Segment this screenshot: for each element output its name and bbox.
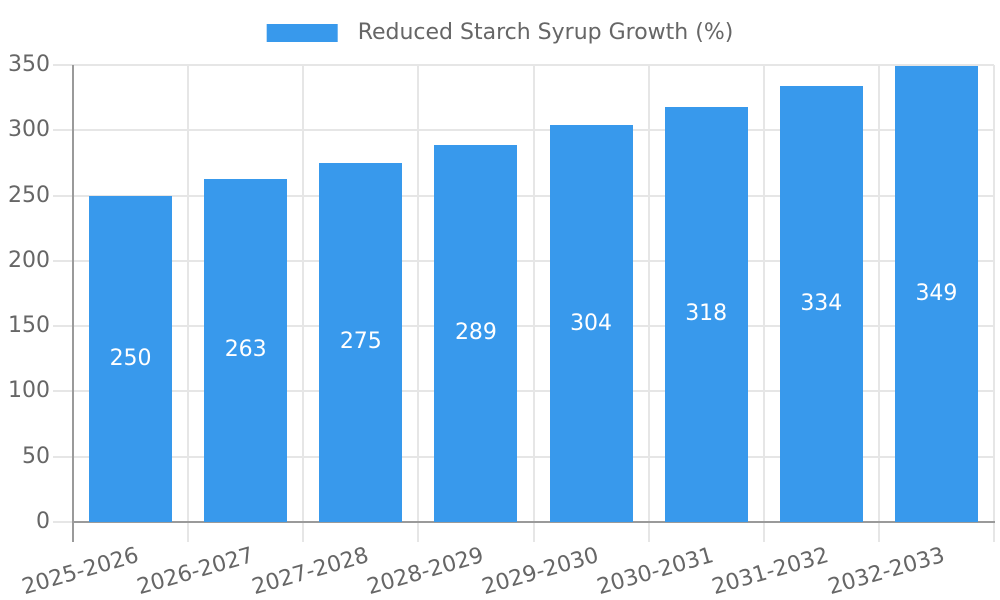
gridline-horizontal <box>53 455 994 458</box>
y-tick-label: 300 <box>8 117 50 143</box>
gridline-vertical <box>762 65 765 542</box>
gridline-horizontal <box>53 129 994 132</box>
x-tick-label: 2027-2028 <box>249 543 372 600</box>
gridline-vertical <box>532 65 535 542</box>
gridline-vertical <box>647 65 650 542</box>
gridline-horizontal <box>53 194 994 197</box>
legend-swatch-icon <box>266 23 338 42</box>
y-tick-label: 100 <box>8 378 50 404</box>
x-axis-line <box>72 521 995 523</box>
chart-legend[interactable]: Reduced Starch Syrup Growth (%) <box>266 20 734 45</box>
y-tick-label: 0 <box>36 509 50 534</box>
y-tick-label: 250 <box>8 182 50 208</box>
gridline-vertical <box>993 65 995 542</box>
x-tick-label: 2031-2032 <box>709 543 832 600</box>
y-tick-label: 50 <box>22 443 50 469</box>
bar[interactable] <box>204 178 288 522</box>
gridline-vertical <box>302 65 305 542</box>
gridline-horizontal <box>53 259 994 262</box>
x-tick-label: 2025-2026 <box>19 543 142 600</box>
y-tick-label: 200 <box>8 247 50 273</box>
gridline-vertical <box>187 65 190 542</box>
bar[interactable] <box>434 144 518 522</box>
x-tick-label: 2032-2033 <box>824 543 948 600</box>
gridline-horizontal <box>53 64 994 66</box>
x-tick-label: 2030-2031 <box>594 543 717 600</box>
bar[interactable] <box>779 85 863 522</box>
x-tick-label: 2029-2030 <box>479 543 602 600</box>
gridline-horizontal <box>53 390 994 393</box>
gridline-horizontal <box>53 325 994 328</box>
bar[interactable] <box>89 195 173 522</box>
bar[interactable] <box>319 162 403 522</box>
bar[interactable] <box>664 106 748 522</box>
y-tick-label: 150 <box>8 313 50 339</box>
bar[interactable] <box>549 125 633 522</box>
y-axis-line <box>72 65 74 542</box>
legend-label: Reduced Starch Syrup Growth (%) <box>357 20 734 45</box>
x-tick-label: 2028-2029 <box>364 543 487 600</box>
y-tick-label: 350 <box>8 52 50 77</box>
x-tick-label: 2026-2027 <box>134 543 257 600</box>
bar[interactable] <box>894 66 978 522</box>
gridline-vertical <box>877 65 880 542</box>
gridline-vertical <box>417 65 420 542</box>
